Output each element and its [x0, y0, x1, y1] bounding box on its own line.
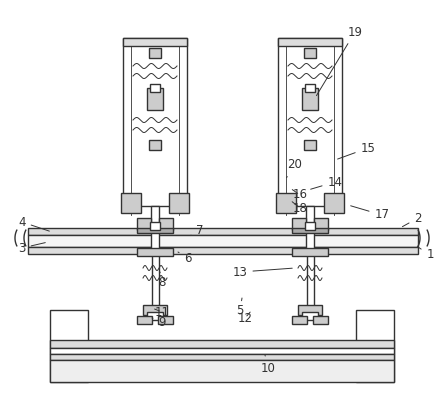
Bar [278, 38, 342, 206]
Bar [50, 310, 88, 382]
Text: 13: 13 [233, 265, 292, 279]
Text: 6: 6 [178, 252, 192, 265]
Bar [158, 316, 173, 324]
Bar [356, 310, 394, 382]
Text: 3: 3 [18, 241, 45, 254]
Text: 14: 14 [311, 175, 342, 189]
Text: 19: 19 [317, 25, 362, 96]
Bar [306, 206, 314, 253]
Bar [305, 222, 315, 230]
Text: 7: 7 [190, 223, 204, 236]
Text: 5: 5 [236, 298, 244, 317]
Bar [276, 193, 296, 213]
Bar [121, 193, 141, 213]
Bar [159, 218, 173, 230]
Text: 12: 12 [238, 312, 253, 324]
Bar [28, 247, 418, 254]
Bar [307, 254, 314, 314]
Bar [50, 354, 394, 360]
Bar [28, 235, 418, 247]
Bar [150, 222, 160, 230]
Bar [278, 38, 342, 46]
Bar [50, 360, 394, 382]
Text: 10: 10 [261, 355, 275, 375]
Text: 11: 11 [155, 306, 170, 319]
Bar [302, 88, 318, 110]
Bar [304, 48, 316, 58]
Text: 15: 15 [337, 142, 376, 159]
Text: 4: 4 [18, 216, 49, 231]
Text: 8: 8 [159, 272, 166, 288]
Bar [150, 84, 160, 92]
Bar [149, 48, 161, 58]
Bar [304, 140, 316, 150]
Text: 17: 17 [351, 206, 389, 222]
Bar [152, 254, 159, 314]
Bar [292, 316, 307, 324]
Bar [143, 305, 167, 315]
Bar [302, 312, 318, 320]
Text: 16: 16 [292, 189, 308, 202]
Text: 20: 20 [286, 159, 302, 178]
Bar [147, 312, 163, 320]
Bar [137, 248, 173, 256]
Bar [28, 228, 418, 235]
Text: 18: 18 [292, 202, 307, 214]
Bar [123, 38, 187, 206]
Bar [314, 218, 328, 230]
Bar [151, 206, 159, 253]
Bar [147, 88, 163, 110]
Bar [149, 140, 161, 150]
Text: 2: 2 [402, 211, 422, 227]
Bar [292, 228, 328, 233]
Bar [305, 84, 315, 92]
Bar [324, 193, 344, 213]
Bar [298, 305, 322, 315]
Text: 9: 9 [152, 315, 166, 328]
Bar [50, 348, 394, 354]
Bar [137, 218, 151, 230]
Bar [292, 218, 306, 230]
Bar [137, 228, 173, 233]
Bar [169, 193, 189, 213]
Bar [137, 316, 152, 324]
Bar [292, 248, 328, 256]
Bar [123, 38, 187, 46]
Bar [313, 316, 328, 324]
Bar [50, 340, 394, 348]
Text: 1: 1 [417, 247, 434, 261]
